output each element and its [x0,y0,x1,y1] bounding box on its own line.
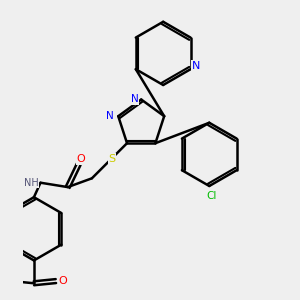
Text: NH: NH [24,178,38,188]
Text: O: O [58,276,67,286]
Text: N: N [131,94,139,104]
Text: O: O [76,154,85,164]
Text: N: N [106,111,114,121]
Text: Cl: Cl [206,191,217,201]
Text: N: N [192,61,200,71]
Text: S: S [108,154,115,164]
